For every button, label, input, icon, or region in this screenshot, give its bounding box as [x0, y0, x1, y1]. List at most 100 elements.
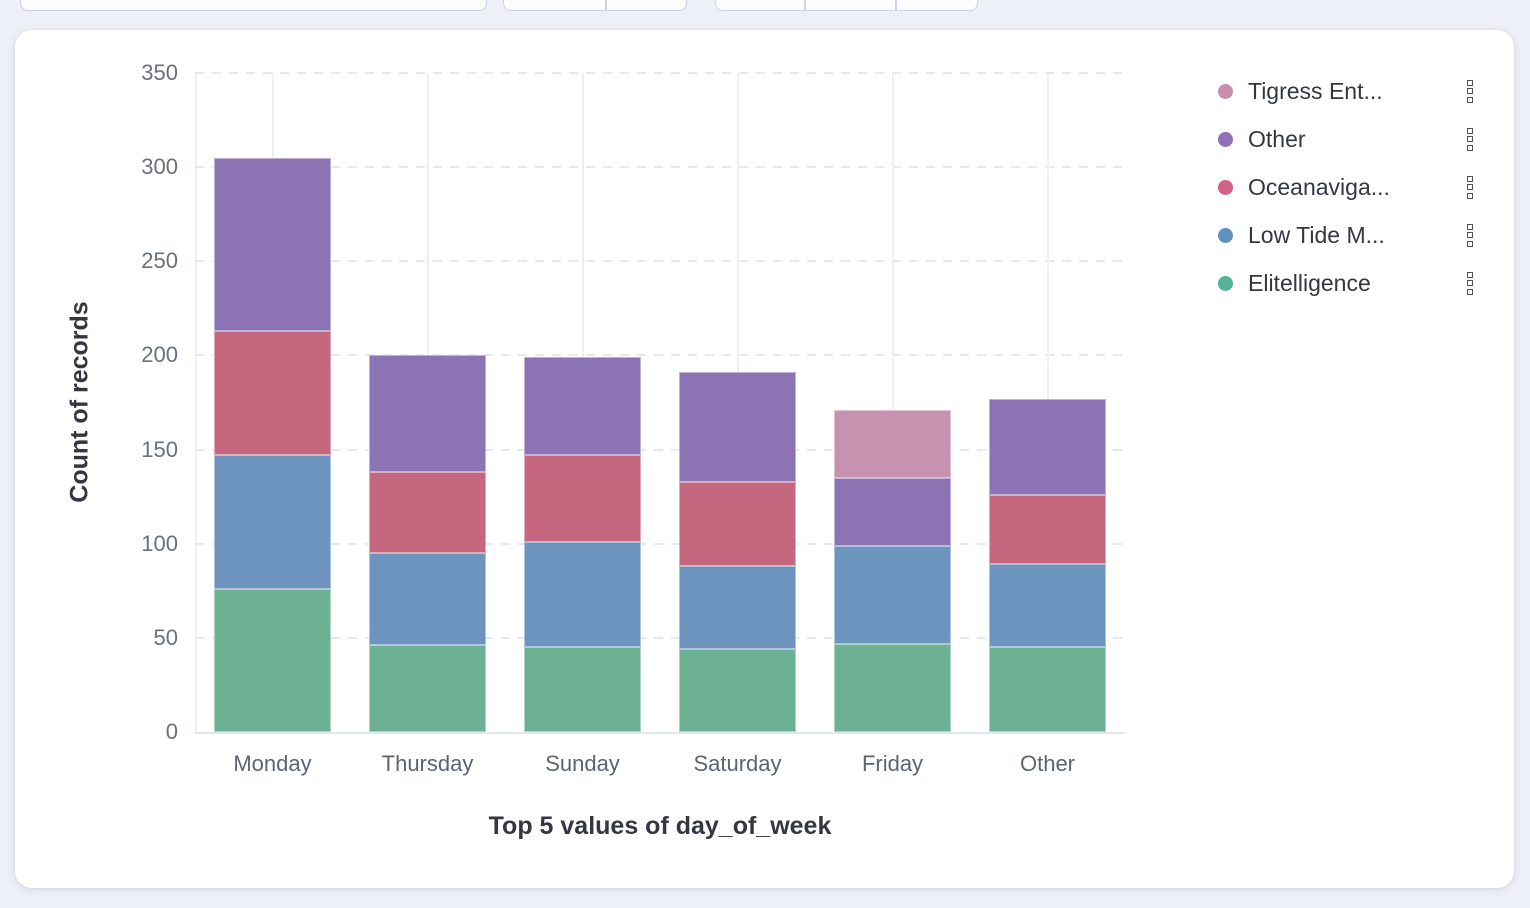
top-controls-strip	[0, 0, 1530, 30]
bar-friday[interactable]	[834, 410, 951, 732]
y-tick-label: 50	[153, 624, 178, 650]
bar-segment-friday-other[interactable]	[834, 477, 951, 546]
legend-item-other[interactable]: Other	[1218, 124, 1476, 154]
legend-label: Elitelligence	[1248, 270, 1371, 296]
gridline-y-350	[195, 72, 1125, 74]
bar-segment-thursday-other[interactable]	[369, 355, 486, 473]
boxes-vertical-icon-square	[1467, 184, 1473, 190]
bar-segment-monday-oceanaviga[interactable]	[214, 330, 331, 456]
legend-color-dot	[1218, 83, 1233, 99]
bar-segment-saturday-other[interactable]	[679, 372, 796, 482]
bar-other[interactable]	[989, 398, 1106, 732]
bar-segment-monday-low-tide-m[interactable]	[214, 455, 331, 589]
boxes-vertical-icon-square	[1467, 79, 1473, 86]
legend-color-dot	[1218, 275, 1233, 291]
y-tick-label: 300	[141, 154, 178, 180]
legend-color-dot	[1218, 227, 1233, 243]
y-axis-line	[195, 73, 197, 732]
x-tick-label-other: Other	[1019, 751, 1076, 776]
button-group-left[interactable]	[503, 0, 687, 11]
bar-segment-saturday-low-tide-m[interactable]	[679, 566, 796, 650]
bar-segment-friday-low-tide-m[interactable]	[834, 545, 951, 644]
y-tick-label: 350	[141, 60, 178, 85]
legend-color-dot	[1218, 179, 1233, 195]
bar-segment-sunday-other[interactable]	[524, 357, 641, 456]
button-group-divider	[895, 0, 897, 10]
bar-segment-thursday-low-tide-m[interactable]	[369, 553, 486, 646]
bar-segment-thursday-elitelligence[interactable]	[369, 645, 486, 732]
bar-segment-other-other[interactable]	[989, 398, 1106, 495]
boxes-vertical-icon-square	[1467, 144, 1473, 151]
bar-segment-monday-elitelligence[interactable]	[214, 588, 331, 732]
x-tick-label-saturday: Saturday	[693, 751, 782, 776]
legend-item-actions-icon[interactable]	[1464, 221, 1476, 250]
legend-color-dot	[1218, 131, 1233, 147]
bar-segment-friday-tigress-ent[interactable]	[834, 410, 951, 478]
bar-segment-sunday-elitelligence[interactable]	[524, 647, 641, 732]
bar-segment-sunday-oceanaviga[interactable]	[524, 455, 641, 542]
gridline-y-150	[195, 448, 1125, 451]
boxes-vertical-icon-square	[1467, 127, 1473, 134]
x-axis-line	[195, 732, 1125, 734]
y-tick-label: 0	[165, 719, 178, 744]
legend-label: Low Tide M...	[1248, 222, 1385, 248]
legend-item-actions-icon[interactable]	[1464, 77, 1476, 106]
gridline-y-200	[195, 354, 1125, 357]
bar-thursday[interactable]	[369, 355, 486, 732]
legend-label: Other	[1248, 126, 1306, 152]
boxes-vertical-icon-square	[1467, 288, 1473, 295]
legend: Tigress Ent... Other Oceanaviga... Low Tide…	[1218, 76, 1476, 298]
legend-item-elitelligence[interactable]: Elitelligence	[1218, 268, 1476, 298]
bar-segment-saturday-oceanaviga[interactable]	[679, 481, 796, 567]
y-tick-label: 100	[141, 530, 178, 556]
boxes-vertical-icon-square	[1467, 136, 1473, 142]
y-tick-label: 150	[141, 436, 178, 462]
bar-sunday[interactable]	[524, 357, 641, 732]
boxes-vertical-icon-square	[1467, 223, 1473, 230]
gridline-x-friday	[891, 73, 894, 732]
x-axis-title: Top 5 values of day_of_week	[488, 812, 832, 840]
bar-segment-other-elitelligence[interactable]	[989, 647, 1106, 732]
legend-item-tigress-ent[interactable]: Tigress Ent...	[1218, 76, 1476, 106]
boxes-vertical-icon-square	[1467, 175, 1473, 182]
query-input[interactable]	[20, 0, 487, 11]
bar-segment-sunday-low-tide-m[interactable]	[524, 541, 641, 648]
chart-panel: Count of records 0 50 100 150 200 250 300 350 M…	[15, 30, 1514, 888]
button-group-right[interactable]	[715, 0, 978, 11]
boxes-vertical-icon-square	[1467, 88, 1473, 94]
button-group-divider	[804, 0, 806, 10]
legend-item-actions-icon[interactable]	[1464, 269, 1476, 298]
legend-item-actions-icon[interactable]	[1464, 125, 1476, 154]
boxes-vertical-icon-square	[1467, 271, 1473, 278]
boxes-vertical-icon-square	[1467, 240, 1473, 247]
bar-segment-monday-other[interactable]	[214, 157, 331, 331]
boxes-vertical-icon-square	[1467, 232, 1473, 238]
y-tick-label: 250	[141, 248, 178, 274]
button-group-divider	[605, 0, 607, 10]
gridline-y-250	[195, 260, 1125, 263]
x-tick-label-sunday: Sunday	[545, 751, 620, 776]
legend-item-low-tide-m[interactable]: Low Tide M...	[1218, 220, 1476, 250]
bar-segment-other-oceanaviga[interactable]	[989, 494, 1106, 565]
legend-label: Tigress Ent...	[1248, 78, 1383, 104]
bar-saturday[interactable]	[679, 372, 796, 732]
y-axis-title: Count of records	[65, 301, 94, 503]
gridline-y-300	[195, 166, 1125, 169]
bar-segment-thursday-oceanaviga[interactable]	[369, 472, 486, 554]
legend-label: Oceanaviga...	[1248, 174, 1390, 200]
x-tick-label-monday: Monday	[233, 751, 312, 776]
gridline-y-100	[195, 542, 1125, 545]
y-tick-label: 200	[141, 342, 178, 368]
boxes-vertical-icon-square	[1467, 280, 1473, 286]
boxes-vertical-icon-square	[1467, 192, 1473, 199]
bar-segment-other-low-tide-m[interactable]	[989, 564, 1106, 648]
legend-item-oceanaviga[interactable]: Oceanaviga...	[1218, 172, 1476, 202]
gridline-y-50	[195, 636, 1125, 639]
x-tick-label-friday: Friday	[861, 751, 924, 776]
plot-area	[195, 72, 1125, 734]
bar-segment-friday-elitelligence[interactable]	[834, 643, 951, 732]
legend-item-actions-icon[interactable]	[1464, 173, 1476, 202]
x-tick-label-thursday: Thursday	[381, 751, 474, 776]
bar-monday[interactable]	[214, 157, 331, 732]
bar-segment-saturday-elitelligence[interactable]	[679, 649, 796, 732]
